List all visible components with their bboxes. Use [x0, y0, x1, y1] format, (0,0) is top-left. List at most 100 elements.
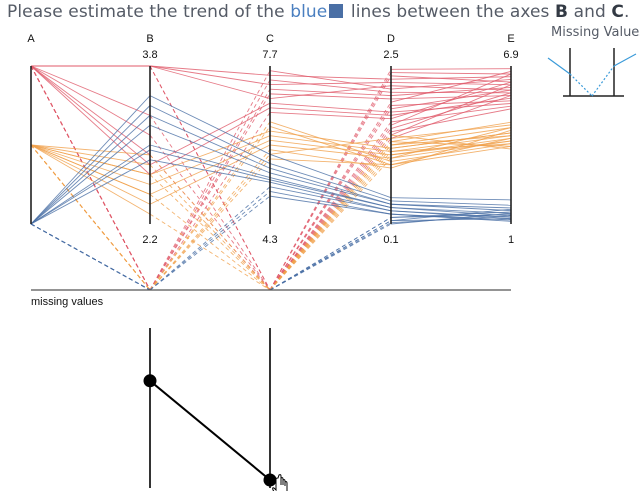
axis-name-a: A [27, 33, 35, 45]
data-line-segment [149, 105, 271, 164]
data-line-segment [30, 95, 151, 225]
data-line-segment [269, 75, 392, 291]
data-line-segment [390, 92, 512, 129]
data-line-segment [269, 108, 392, 291]
legend-title: Missing Values [551, 25, 640, 40]
data-line-segment [390, 215, 512, 224]
data-line-segment [149, 194, 271, 291]
data-line-segment [269, 153, 392, 199]
data-line-segment [149, 153, 271, 291]
tick-max-e: 6.9 [503, 49, 518, 61]
data-line-segment [269, 163, 392, 202]
question-axis-2: C [611, 2, 624, 22]
data-line-segment [30, 65, 151, 166]
question-axis-1: B [555, 2, 569, 22]
axis-name-e: E [507, 33, 514, 45]
data-line-segment [149, 124, 271, 174]
data-line-segment [149, 115, 271, 291]
data-line-segment [149, 213, 271, 291]
data-line-segment [30, 144, 151, 166]
data-line-segment [30, 115, 151, 225]
data-line-segment [30, 65, 151, 156]
data-line-segment [269, 179, 392, 208]
missing-values-label: missing values [31, 296, 104, 308]
data-line-segment [149, 159, 271, 183]
data-line-segment [390, 140, 512, 156]
data-line-segment [269, 135, 392, 153]
data-line-segment [269, 137, 392, 155]
data-line-segment [269, 128, 392, 291]
data-line-segment [390, 100, 512, 106]
data-line-segment [149, 114, 271, 169]
data-line-segment [149, 195, 271, 291]
blue-swatch-icon [329, 4, 344, 18]
data-line-segment [269, 217, 392, 291]
data-line-segment [390, 95, 512, 100]
legend-dashed-line [591, 65, 615, 97]
data-line-segment [390, 134, 512, 150]
legend-solid-line [613, 53, 637, 67]
data-line-segment [269, 147, 392, 291]
question-prefix: Please estimate the trend of the [7, 2, 285, 22]
legend-solid-line [547, 57, 571, 75]
data-line-segment [269, 151, 392, 291]
data-line-segment [390, 203, 512, 212]
data-line-segment [390, 132, 512, 149]
data-line-segment [269, 149, 392, 169]
data-line-segment [269, 181, 392, 212]
data-line-segment [149, 144, 271, 205]
data-lines [30, 65, 512, 291]
data-line-segment [149, 79, 271, 291]
data-line-segment [30, 149, 151, 225]
data-line-segment [390, 124, 512, 139]
data-line-segment [390, 213, 512, 222]
data-line-segment [390, 207, 512, 217]
data-line-segment [269, 107, 392, 116]
data-line-segment [149, 65, 271, 291]
data-line-segment [30, 144, 151, 291]
data-line-segment [30, 65, 151, 136]
data-line-segment [269, 139, 392, 156]
question-text: Please estimate the trend of the blue li… [7, 2, 630, 22]
data-line-segment [269, 220, 392, 291]
data-line-segment [390, 68, 512, 70]
question-middle: lines between the axes [350, 2, 550, 22]
data-line-segment [390, 200, 512, 206]
tick-max-b: 3.8 [142, 49, 157, 61]
data-line-segment [149, 95, 271, 155]
data-line-segment [269, 130, 392, 149]
data-line-segment [30, 144, 151, 225]
data-line-segment [390, 103, 512, 113]
data-line-segment [149, 65, 271, 99]
data-line-segment [30, 124, 151, 225]
data-line-segment [269, 134, 392, 291]
data-line-segment [390, 108, 512, 133]
data-line-segment [149, 154, 271, 291]
answer-handle-right[interactable] [263, 473, 277, 487]
data-line-segment [390, 137, 512, 166]
data-line-segment [269, 167, 392, 205]
data-line-segment [390, 86, 512, 97]
hand-cursor-icon [272, 474, 288, 491]
question-and: and [573, 2, 606, 22]
data-line-segment [390, 78, 512, 90]
data-line-segment [149, 149, 271, 291]
question-color-word: blue [290, 2, 328, 22]
data-line-segment [149, 158, 271, 291]
data-line-segment [30, 159, 151, 225]
data-line-segment [149, 135, 271, 185]
data-line-segment [269, 141, 392, 291]
answer-trend-line [149, 380, 271, 481]
tick-min-c: 4.3 [262, 234, 277, 246]
data-line-segment [390, 82, 512, 86]
data-line-segment [269, 195, 392, 215]
data-line-segment [269, 88, 392, 97]
data-line-segment [149, 65, 271, 86]
data-line-segment [149, 144, 271, 178]
answer-widget[interactable] [143, 328, 288, 491]
answer-handle-left[interactable] [143, 374, 157, 388]
data-line-segment [149, 191, 271, 291]
data-line-segment [30, 144, 151, 156]
question-suffix: . [624, 2, 630, 22]
data-line-segment [390, 73, 512, 126]
